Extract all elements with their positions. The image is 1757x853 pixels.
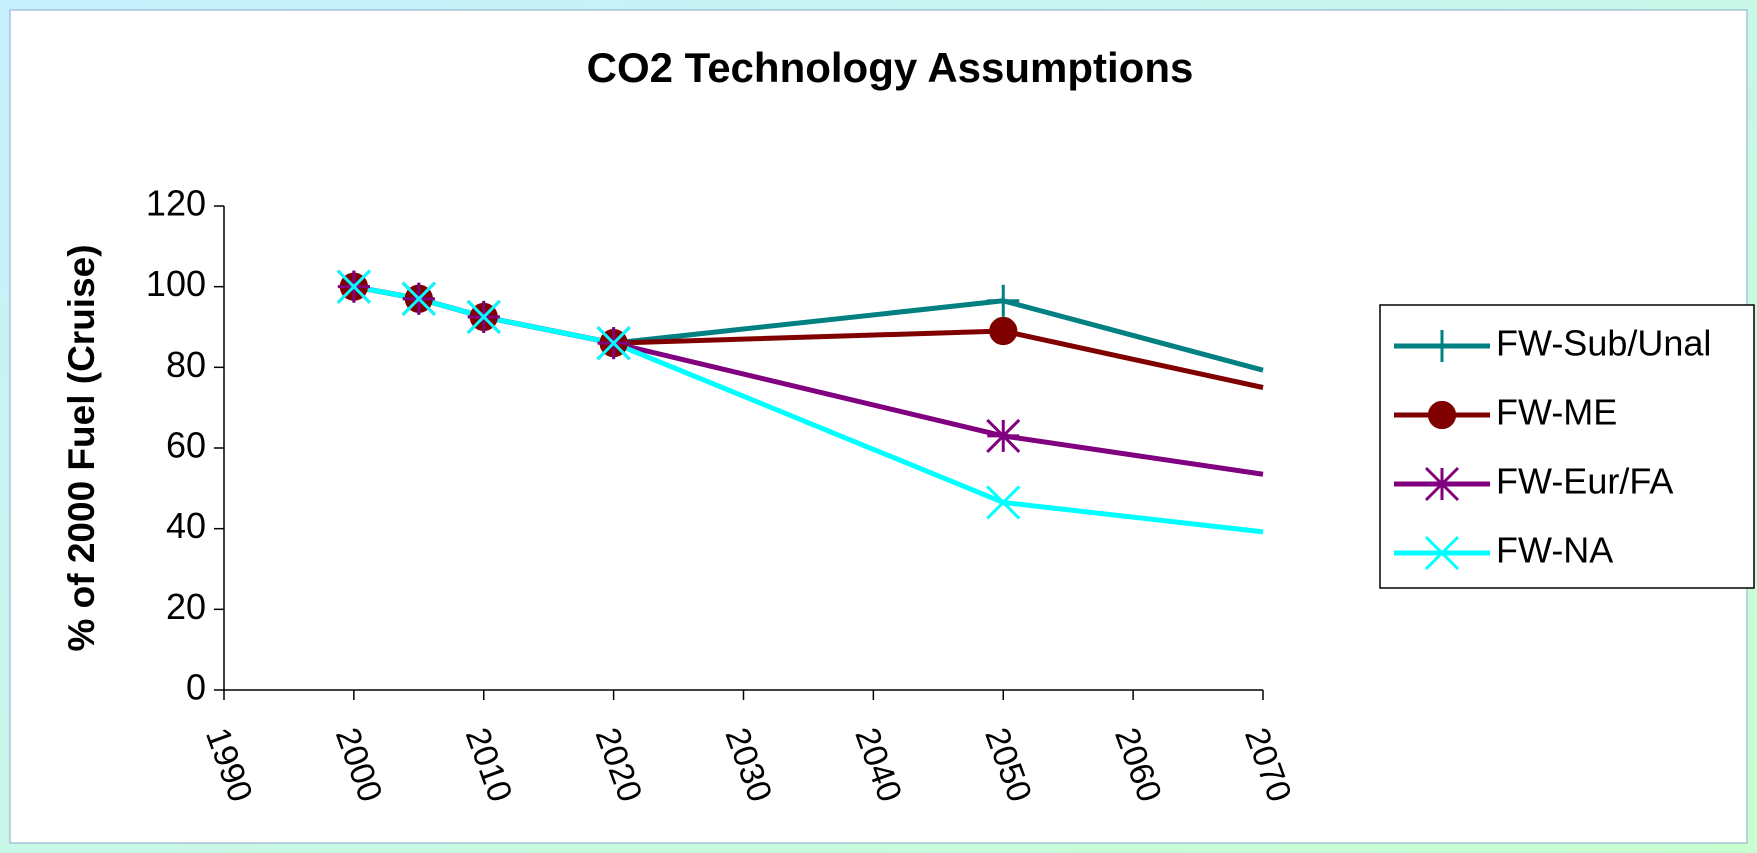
marker [1426,330,1458,362]
marker-stroke [986,418,1021,453]
marker [1424,466,1460,502]
marker-stroke [986,485,1021,520]
marker-stroke [401,281,436,316]
legend-label: FW-Eur/FA [1496,461,1673,502]
chart-title: CO2 Technology Assumptions [587,44,1194,91]
y-tick-label: 20 [166,586,206,627]
marker [989,316,1018,346]
y-tick-label: 120 [146,183,206,224]
marker [986,418,1021,453]
y-tick-label: 0 [186,667,206,708]
marker [466,299,501,334]
marker-stroke [596,326,631,361]
marker [986,485,1021,520]
marker [1424,535,1460,571]
marker [1427,400,1457,430]
marker [596,326,631,361]
marker [401,281,436,316]
y-tick-label: 80 [166,344,206,385]
marker [987,284,1020,317]
marker-stroke [1424,535,1460,571]
marker-stroke [336,269,371,304]
y-tick-label: 60 [166,425,206,466]
legend-label: FW-ME [1496,392,1617,433]
marker-stroke [466,299,501,334]
y-axis-label: % of 2000 Fuel (Cruise) [61,244,102,651]
y-tick-label: 40 [166,505,206,546]
legend-label: FW-Sub/Unal [1496,323,1711,364]
marker [336,269,371,304]
y-tick-label: 100 [146,263,206,304]
marker-stroke [1424,466,1460,502]
legend-label: FW-NA [1496,530,1613,571]
